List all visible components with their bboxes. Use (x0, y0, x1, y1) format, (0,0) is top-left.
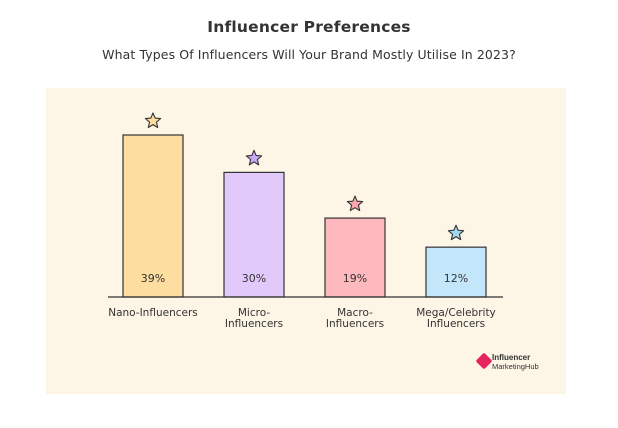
bar-4 (425, 246, 487, 298)
category-label: Macro- (337, 307, 373, 319)
star-icon (447, 224, 465, 241)
chart-title: Influencer Preferences (207, 18, 411, 36)
chart-panel: 39% Nano-Influencers 30% Micro- Influencers 1… (46, 88, 566, 394)
category-label: Influencers (225, 318, 283, 330)
category-label: Nano-Influencers (108, 307, 198, 319)
bar-1 (122, 134, 184, 298)
chart-subtitle: What Types Of Influencers Will Your Bran… (102, 47, 516, 62)
brand-logo: Influencer MarketingHub (475, 352, 558, 374)
data-label: 19% (343, 272, 367, 285)
category-label: Mega/Celebrity (416, 307, 496, 319)
star-icon (346, 195, 364, 212)
logo-text-line2: MarketingHub (492, 362, 539, 371)
star-icon (144, 112, 162, 129)
category-label: Influencers (427, 318, 485, 330)
logo-mark-icon (475, 352, 493, 370)
category-label: Influencers (326, 318, 384, 330)
category-label: Micro- (238, 307, 270, 319)
bar-3 (324, 217, 386, 298)
data-label: 12% (444, 272, 468, 285)
data-label: 39% (141, 272, 165, 285)
bar-chart: 39%Nano-Influencers30%Micro-Influencers1… (108, 112, 503, 330)
data-label: 30% (242, 272, 266, 285)
star-icon (245, 149, 263, 166)
logo-text-line1: Influencer (492, 353, 531, 362)
bar-2 (223, 171, 285, 298)
